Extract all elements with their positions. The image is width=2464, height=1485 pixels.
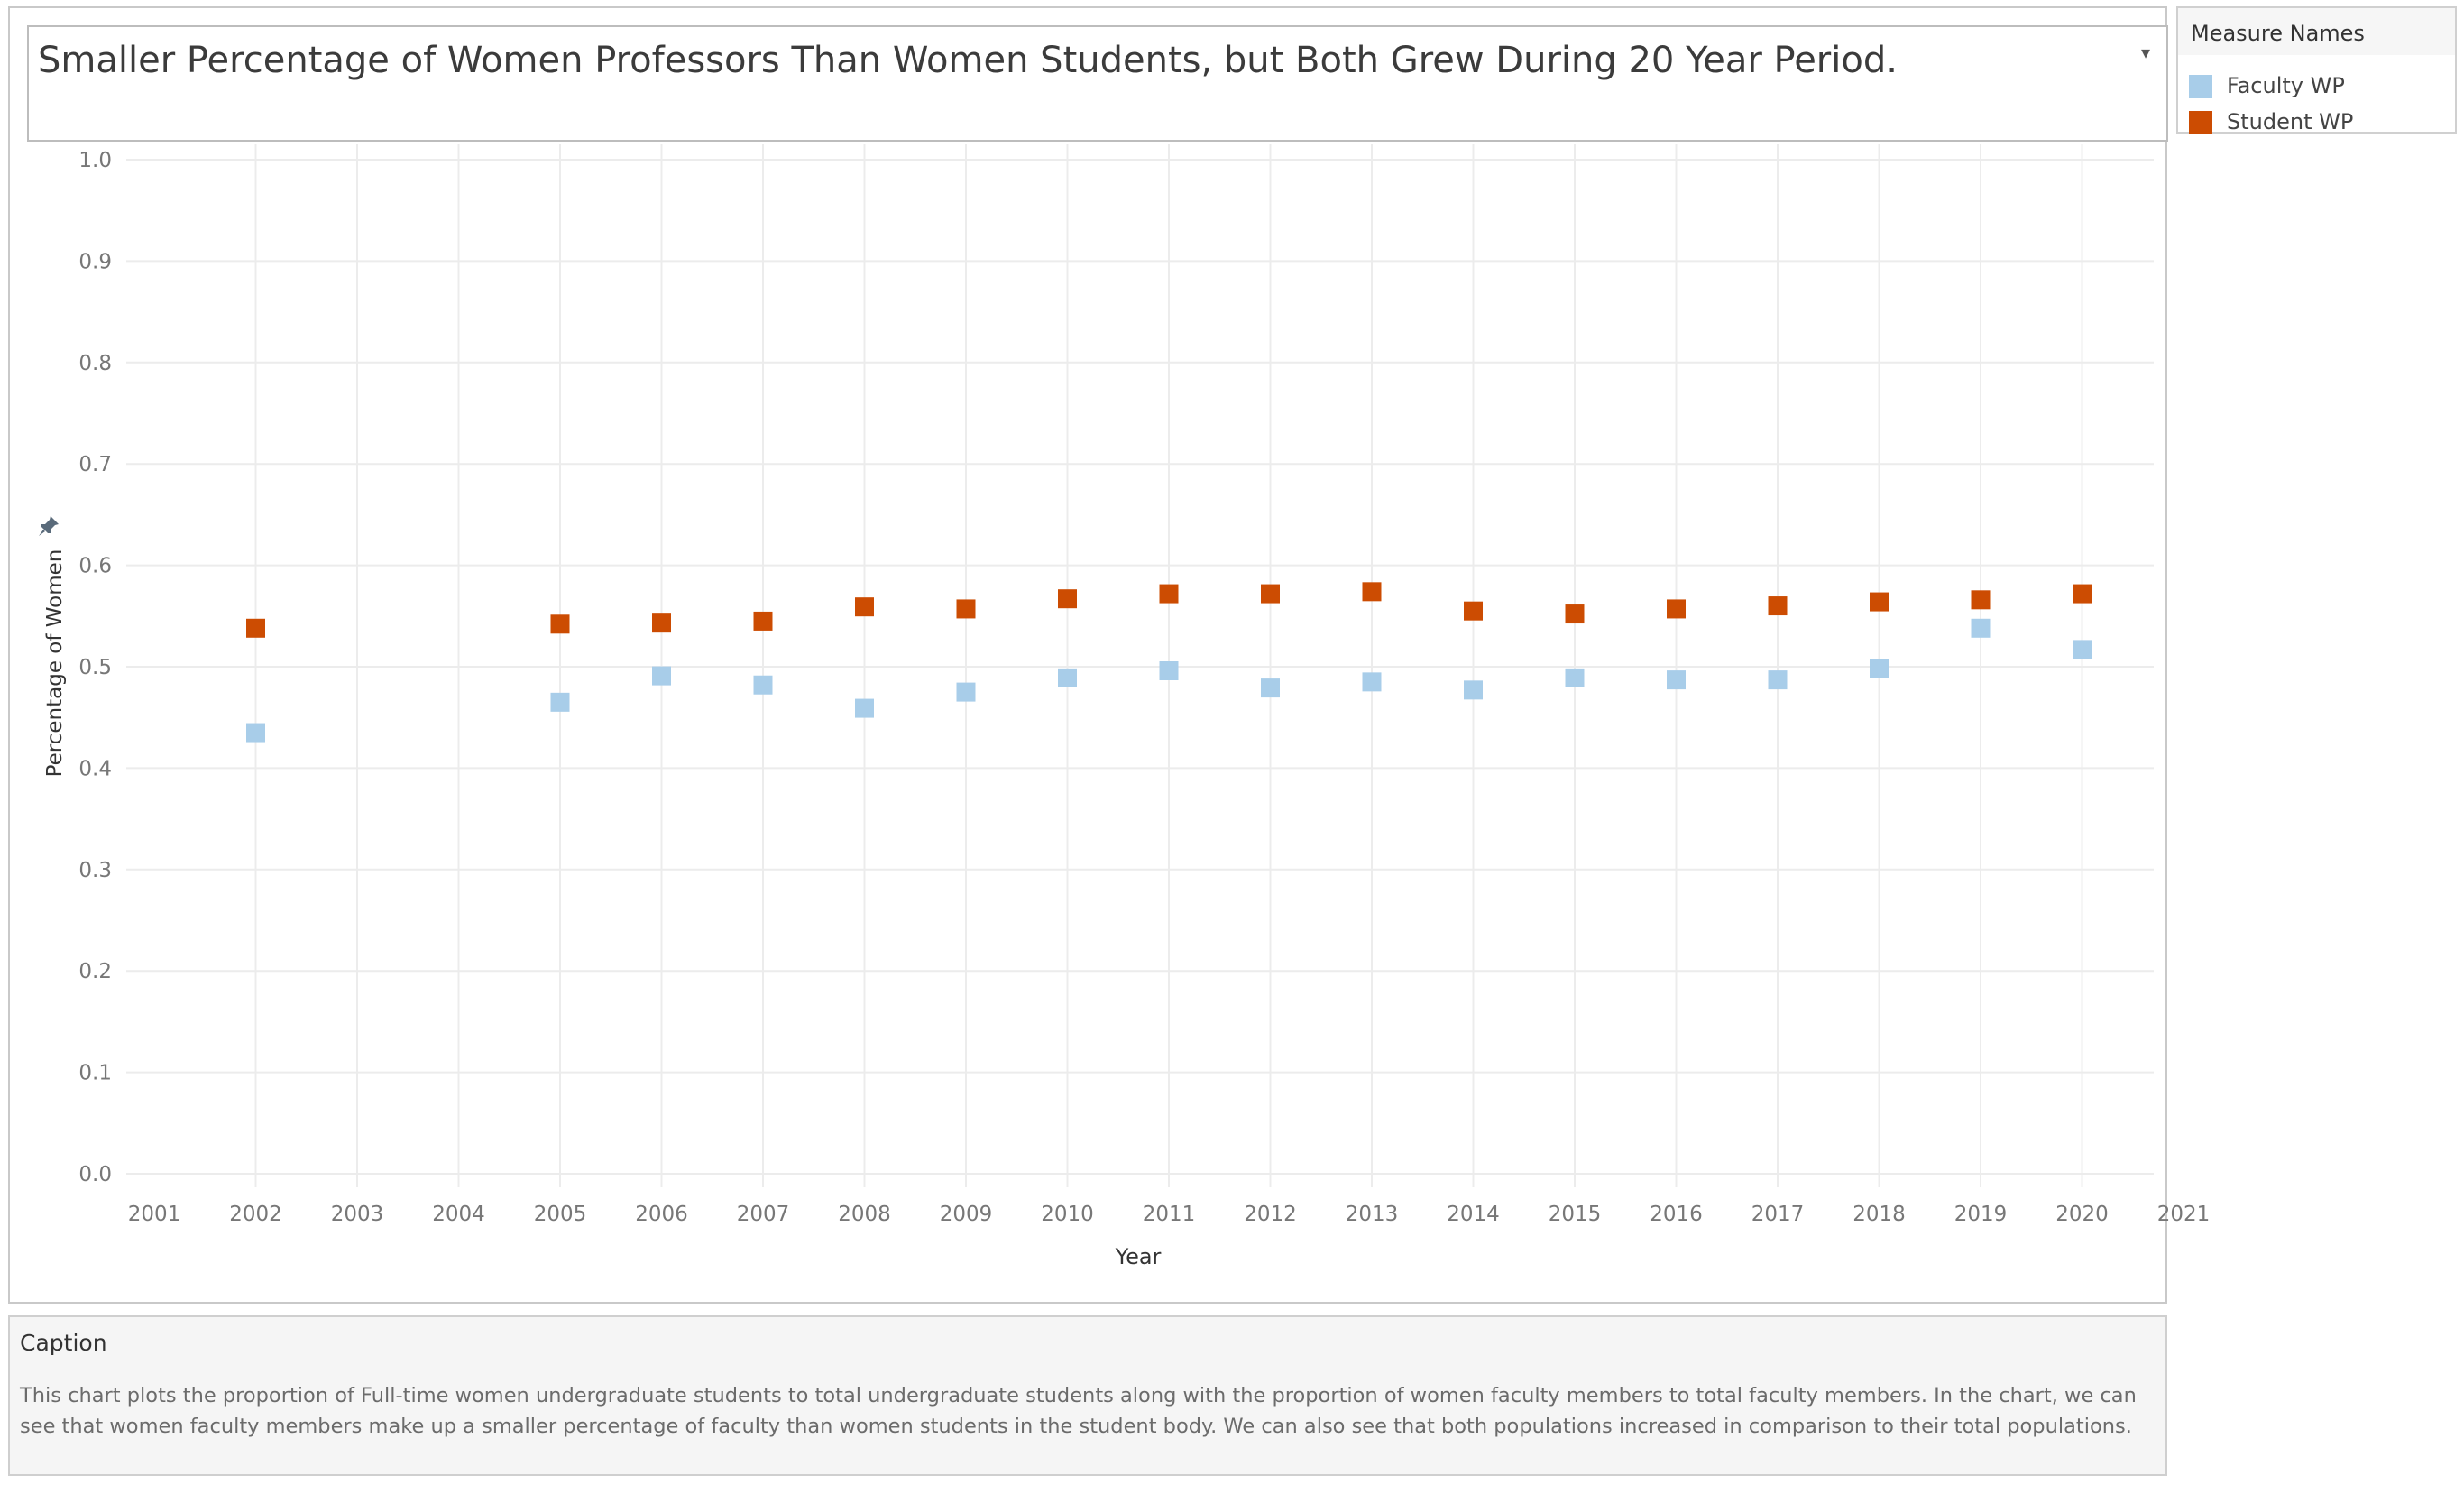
caption-title: Caption <box>20 1330 107 1356</box>
x-tick-label: 2006 <box>635 1203 688 1226</box>
data-point-faculty-wp[interactable] <box>1971 618 1991 638</box>
caption-text: This chart plots the proportion of Full-… <box>20 1384 2137 1438</box>
x-tick-label: 2019 <box>1954 1203 2008 1226</box>
data-point-student-wp[interactable] <box>753 611 773 631</box>
data-point-student-wp[interactable] <box>1362 582 1382 602</box>
data-marks <box>246 582 2092 742</box>
y-tick-label: 0.8 <box>78 352 112 375</box>
data-point-faculty-wp[interactable] <box>652 666 671 686</box>
data-point-student-wp[interactable] <box>1667 599 1686 619</box>
data-point-student-wp[interactable] <box>1870 592 1889 612</box>
x-tick-label: 2014 <box>1447 1203 1500 1226</box>
chart-title: Smaller Percentage of Women Professors T… <box>38 40 1898 81</box>
pin-icon[interactable] <box>37 514 60 541</box>
grid-lines <box>126 144 2154 1187</box>
x-tick-label: 2005 <box>534 1203 587 1226</box>
caption-box: Caption This chart plots the proportion … <box>8 1315 2167 1476</box>
legend-label-faculty: Faculty WP <box>2227 73 2345 98</box>
x-tick-label: 2009 <box>940 1203 993 1226</box>
x-tick-label: 2004 <box>432 1203 485 1226</box>
data-point-faculty-wp[interactable] <box>1159 660 1179 680</box>
data-point-faculty-wp[interactable] <box>1464 680 1483 700</box>
data-point-student-wp[interactable] <box>956 599 976 619</box>
legend: Measure Names Faculty WP Student WP <box>2176 6 2457 134</box>
x-tick-label: 2011 <box>1143 1203 1196 1226</box>
x-axis-ticks: 2001 2002 2003 2004 2005 2006 2007 2008 2009 2010… <box>128 1203 2211 1226</box>
y-tick-label: 0.2 <box>78 960 112 983</box>
data-point-faculty-wp[interactable] <box>1261 678 1280 698</box>
y-tick-label: 0.1 <box>78 1062 112 1085</box>
data-point-student-wp[interactable] <box>855 597 874 617</box>
y-tick-label: 1.0 <box>78 149 112 172</box>
data-point-faculty-wp[interactable] <box>1667 670 1686 690</box>
data-point-faculty-wp[interactable] <box>956 682 976 702</box>
x-tick-label: 2018 <box>1853 1203 1906 1226</box>
x-tick-label: 2012 <box>1244 1203 1297 1226</box>
x-tick-label: 2013 <box>1346 1203 1399 1226</box>
x-tick-label: 2002 <box>229 1203 282 1226</box>
y-tick-label: 0.9 <box>78 250 112 273</box>
data-point-faculty-wp[interactable] <box>1768 670 1788 690</box>
data-point-student-wp[interactable] <box>1768 596 1788 616</box>
legend-label-student: Student WP <box>2227 109 2354 134</box>
y-tick-label: 0.5 <box>78 656 112 679</box>
x-tick-label: 2021 <box>2157 1203 2211 1226</box>
data-point-faculty-wp[interactable] <box>855 698 874 718</box>
x-tick-label: 2016 <box>1650 1203 1703 1226</box>
y-tick-label: 0.7 <box>78 453 112 476</box>
y-tick-label: 0.6 <box>78 555 112 578</box>
data-point-student-wp[interactable] <box>1058 589 1077 609</box>
data-point-student-wp[interactable] <box>246 618 265 638</box>
y-tick-label: 0.3 <box>78 859 112 882</box>
legend-swatch-faculty <box>2189 75 2212 98</box>
data-point-faculty-wp[interactable] <box>1565 668 1585 687</box>
x-tick-label: 2020 <box>2055 1203 2109 1226</box>
data-point-student-wp[interactable] <box>1565 604 1585 624</box>
legend-swatch-student <box>2189 111 2212 134</box>
y-axis-label: Percentage of Women <box>43 549 67 778</box>
data-point-student-wp[interactable] <box>2073 584 2092 604</box>
x-tick-label: 2017 <box>1751 1203 1805 1226</box>
x-tick-label: 2001 <box>128 1203 181 1226</box>
data-point-student-wp[interactable] <box>550 614 570 634</box>
data-point-student-wp[interactable] <box>1464 601 1483 621</box>
visualization-pane: Smaller Percentage of Women Professors T… <box>8 6 2168 1304</box>
data-point-faculty-wp[interactable] <box>246 723 265 742</box>
data-point-student-wp[interactable] <box>1159 584 1179 604</box>
data-point-faculty-wp[interactable] <box>753 675 773 695</box>
x-tick-label: 2003 <box>331 1203 384 1226</box>
data-point-student-wp[interactable] <box>1261 584 1280 604</box>
dropdown-arrow-icon[interactable]: ▾ <box>2140 42 2150 63</box>
data-point-student-wp[interactable] <box>1971 590 1991 610</box>
y-axis-ticks: 0.0 0.1 0.2 0.3 0.4 0.5 0.6 0.7 0.8 0.9 1.0 <box>78 149 112 1186</box>
title-box: Smaller Percentage of Women Professors T… <box>27 25 2168 142</box>
y-tick-label: 0.0 <box>78 1163 112 1186</box>
data-point-student-wp[interactable] <box>652 613 671 633</box>
x-tick-label: 2010 <box>1041 1203 1094 1226</box>
legend-item-student-wp[interactable]: Student WP <box>2189 107 2441 136</box>
legend-title: Measure Names <box>2178 8 2455 55</box>
data-point-faculty-wp[interactable] <box>1058 668 1077 687</box>
data-point-faculty-wp[interactable] <box>550 692 570 712</box>
x-tick-label: 2015 <box>1549 1203 1602 1226</box>
x-tick-label: 2008 <box>838 1203 891 1226</box>
y-tick-label: 0.4 <box>78 757 112 780</box>
data-point-faculty-wp[interactable] <box>1870 659 1889 678</box>
x-tick-label: 2007 <box>737 1203 790 1226</box>
legend-item-faculty-wp[interactable]: Faculty WP <box>2189 71 2441 100</box>
data-point-faculty-wp[interactable] <box>1362 672 1382 692</box>
x-axis-label: Year <box>1115 1244 1162 1269</box>
data-point-faculty-wp[interactable] <box>2073 640 2092 659</box>
